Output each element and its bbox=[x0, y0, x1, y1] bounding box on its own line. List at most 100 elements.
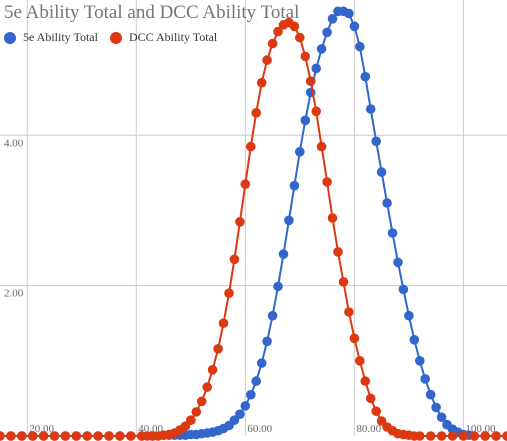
data-point[interactable] bbox=[458, 431, 469, 441]
data-point[interactable] bbox=[316, 44, 327, 54]
data-point[interactable] bbox=[355, 41, 365, 52]
data-point[interactable] bbox=[246, 389, 256, 400]
data-point[interactable] bbox=[115, 431, 125, 441]
data-point[interactable] bbox=[218, 318, 229, 329]
data-point[interactable] bbox=[365, 393, 376, 404]
data-point[interactable] bbox=[262, 55, 272, 65]
data-point[interactable] bbox=[300, 51, 311, 62]
data-point[interactable] bbox=[349, 333, 360, 344]
data-point[interactable] bbox=[71, 431, 82, 441]
data-point[interactable] bbox=[322, 177, 332, 187]
data-point[interactable] bbox=[420, 374, 431, 384]
data-point[interactable] bbox=[273, 26, 283, 37]
data-point[interactable] bbox=[425, 389, 436, 400]
data-point[interactable] bbox=[251, 376, 261, 386]
data-point[interactable] bbox=[415, 356, 425, 366]
data-point[interactable] bbox=[235, 409, 245, 420]
data-point[interactable] bbox=[344, 307, 354, 317]
data-point[interactable] bbox=[355, 356, 365, 366]
data-point[interactable] bbox=[344, 8, 354, 19]
data-point[interactable] bbox=[229, 254, 240, 265]
data-point[interactable] bbox=[360, 376, 371, 386]
data-point[interactable] bbox=[82, 431, 92, 441]
data-point[interactable] bbox=[126, 431, 136, 441]
data-point[interactable] bbox=[502, 431, 507, 441]
data-point[interactable] bbox=[327, 13, 338, 24]
data-point[interactable] bbox=[376, 167, 387, 177]
data-point[interactable] bbox=[0, 431, 5, 441]
series-0 bbox=[0, 6, 507, 441]
data-point[interactable] bbox=[289, 21, 300, 32]
data-point[interactable] bbox=[382, 198, 392, 208]
series-line bbox=[0, 21, 507, 437]
legend-item-dcc[interactable]: DCC Ability Total bbox=[109, 30, 217, 45]
data-point[interactable] bbox=[491, 431, 501, 441]
data-point[interactable] bbox=[371, 136, 382, 147]
x-tick-label: 80.00 bbox=[356, 423, 381, 435]
data-point[interactable] bbox=[349, 21, 360, 32]
data-point[interactable] bbox=[49, 431, 60, 441]
data-point[interactable] bbox=[289, 180, 300, 191]
data-point[interactable] bbox=[262, 336, 272, 347]
data-point[interactable] bbox=[327, 213, 338, 223]
series-layer bbox=[0, 6, 507, 441]
data-point[interactable] bbox=[480, 431, 491, 441]
data-point[interactable] bbox=[240, 179, 251, 189]
y-tick-label: 4.00 bbox=[4, 137, 24, 149]
data-point[interactable] bbox=[469, 431, 480, 441]
data-point[interactable] bbox=[425, 431, 436, 441]
data-point[interactable] bbox=[6, 431, 16, 441]
data-point[interactable] bbox=[322, 27, 332, 38]
data-point[interactable] bbox=[387, 228, 398, 238]
data-point[interactable] bbox=[93, 431, 103, 441]
data-point[interactable] bbox=[17, 431, 27, 441]
legend: 5e Ability Total DCC Ability Total bbox=[4, 30, 229, 45]
data-point[interactable] bbox=[273, 281, 283, 292]
data-point[interactable] bbox=[104, 431, 114, 441]
data-point[interactable] bbox=[393, 257, 403, 268]
data-point[interactable] bbox=[311, 63, 322, 74]
data-point[interactable] bbox=[333, 247, 343, 257]
legend-item-5e[interactable]: 5e Ability Total bbox=[4, 30, 98, 45]
data-point[interactable] bbox=[371, 406, 382, 417]
data-point[interactable] bbox=[436, 412, 447, 423]
data-point[interactable] bbox=[196, 396, 207, 407]
data-point[interactable] bbox=[300, 115, 311, 126]
data-point[interactable] bbox=[256, 77, 267, 88]
data-point[interactable] bbox=[365, 104, 376, 114]
data-point[interactable] bbox=[305, 76, 316, 86]
data-point[interactable] bbox=[398, 284, 409, 295]
series-1 bbox=[0, 17, 507, 441]
data-point[interactable] bbox=[415, 431, 425, 441]
data-point[interactable] bbox=[278, 249, 289, 259]
data-point[interactable] bbox=[360, 71, 371, 82]
data-point[interactable] bbox=[284, 215, 294, 226]
data-point[interactable] bbox=[409, 335, 420, 345]
data-point[interactable] bbox=[316, 141, 327, 152]
data-point[interactable] bbox=[38, 431, 49, 441]
data-point[interactable] bbox=[267, 310, 278, 321]
chart-title: 5e Ability Total and DCC Ability Total bbox=[4, 2, 300, 23]
data-point[interactable] bbox=[246, 141, 256, 152]
data-point[interactable] bbox=[251, 108, 261, 118]
data-point[interactable] bbox=[295, 32, 305, 43]
data-point[interactable] bbox=[235, 217, 245, 227]
data-point[interactable] bbox=[295, 147, 305, 157]
data-point[interactable] bbox=[27, 431, 38, 441]
data-point[interactable] bbox=[431, 402, 441, 413]
data-point[interactable] bbox=[256, 358, 267, 368]
data-point[interactable] bbox=[202, 382, 212, 392]
data-point[interactable] bbox=[240, 401, 251, 411]
data-point[interactable] bbox=[224, 288, 234, 299]
data-point[interactable] bbox=[404, 310, 414, 321]
data-point[interactable] bbox=[436, 431, 447, 441]
data-point[interactable] bbox=[267, 38, 278, 49]
data-point[interactable] bbox=[447, 431, 458, 441]
data-point[interactable] bbox=[338, 277, 349, 287]
data-point[interactable] bbox=[311, 106, 322, 117]
data-point[interactable] bbox=[60, 431, 71, 441]
data-point[interactable] bbox=[207, 365, 218, 375]
data-point[interactable] bbox=[213, 344, 223, 354]
data-point[interactable] bbox=[191, 407, 202, 417]
data-point[interactable] bbox=[186, 415, 196, 426]
